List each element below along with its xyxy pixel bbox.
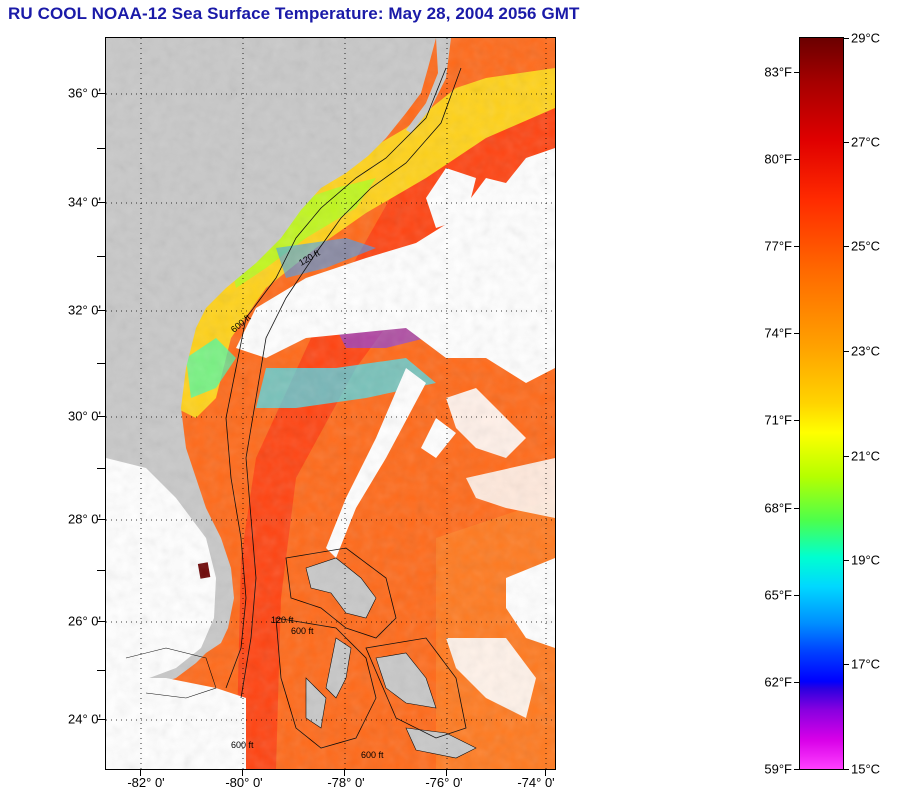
lat-label: 36° 0' <box>68 85 101 101</box>
lat-label: 24° 0' <box>68 711 101 727</box>
lat-tick <box>97 468 105 469</box>
cb-f-label: 83°F <box>764 64 792 80</box>
cb-f-tick <box>794 508 799 509</box>
lon-tick <box>545 770 546 776</box>
lon-label: -76° 0' <box>425 775 463 790</box>
cb-c-tick <box>844 769 849 770</box>
cb-c-label: 23°C <box>851 343 881 359</box>
lat-label: 30° 0' <box>68 408 101 424</box>
lat-label: 26° 0' <box>68 613 101 629</box>
cb-f-tick <box>794 246 799 247</box>
page-title: RU COOL NOAA-12 Sea Surface Temperature:… <box>8 4 580 23</box>
lat-tick <box>97 148 105 149</box>
lat-tick <box>97 519 105 520</box>
lat-tick <box>97 621 105 622</box>
cb-c-label: 25°C <box>851 238 881 254</box>
cb-c-label: 27°C <box>851 134 881 150</box>
cb-f-tick <box>794 72 799 73</box>
sst-map[interactable]: 120 ft 600 ft 120 ft 600 ft 600 ft 600 f… <box>105 37 556 770</box>
cb-c-label: 17°C <box>851 656 881 672</box>
cb-f-tick <box>794 159 799 160</box>
cb-f-label: 68°F <box>764 500 792 516</box>
cb-f-label: 65°F <box>764 587 792 603</box>
cb-c-tick <box>844 560 849 561</box>
cb-c-label: 15°C <box>851 761 881 777</box>
contour-label: 120 ft <box>271 615 294 625</box>
cb-c-label: 21°C <box>851 448 881 464</box>
cb-c-tick <box>844 246 849 247</box>
lat-tick <box>97 256 105 257</box>
lat-tick <box>97 416 105 417</box>
lat-label: 32° 0' <box>68 302 101 318</box>
sst-map-canvas: 120 ft 600 ft 120 ft 600 ft 600 ft 600 f… <box>106 38 555 769</box>
cb-c-tick <box>844 38 849 39</box>
lat-tick <box>97 93 105 94</box>
cb-f-tick <box>794 682 799 683</box>
lon-tick <box>446 770 447 776</box>
cb-c-label: 29°C <box>851 30 881 46</box>
cb-c-tick <box>844 664 849 665</box>
cb-f-label: 80°F <box>764 151 792 167</box>
cb-c-tick <box>844 351 849 352</box>
lat-label: 34° 0' <box>68 194 101 210</box>
lon-tick <box>344 770 345 776</box>
lat-tick <box>97 363 105 364</box>
lon-tick <box>140 770 141 776</box>
lon-tick <box>242 770 243 776</box>
lat-tick <box>97 202 105 203</box>
cb-c-label: 19°C <box>851 552 881 568</box>
cb-c-tick <box>844 456 849 457</box>
contour-label: 600 ft <box>291 626 314 636</box>
cb-f-label: 71°F <box>764 412 792 428</box>
lat-tick <box>97 719 105 720</box>
cb-f-label: 62°F <box>764 674 792 690</box>
cb-f-label: 74°F <box>764 325 792 341</box>
lat-tick <box>97 670 105 671</box>
lat-tick <box>97 570 105 571</box>
lon-label: -82° 0' <box>127 775 165 790</box>
graticule <box>106 38 555 769</box>
lon-label: -78° 0' <box>327 775 365 790</box>
lat-label: 28° 0' <box>68 511 101 527</box>
contour-label: 600 ft <box>231 740 254 750</box>
lon-label: -80° 0' <box>225 775 263 790</box>
cb-f-tick <box>794 595 799 596</box>
lon-label: -74° 0' <box>517 775 555 790</box>
lat-tick <box>97 310 105 311</box>
cb-f-tick <box>794 333 799 334</box>
contour-label: 600 ft <box>361 750 384 760</box>
cb-f-tick <box>794 420 799 421</box>
cb-c-tick <box>844 142 849 143</box>
cb-f-label: 77°F <box>764 238 792 254</box>
temperature-colorbar <box>799 37 844 770</box>
cb-f-label: 59°F <box>764 761 792 777</box>
cb-f-tick <box>794 769 799 770</box>
